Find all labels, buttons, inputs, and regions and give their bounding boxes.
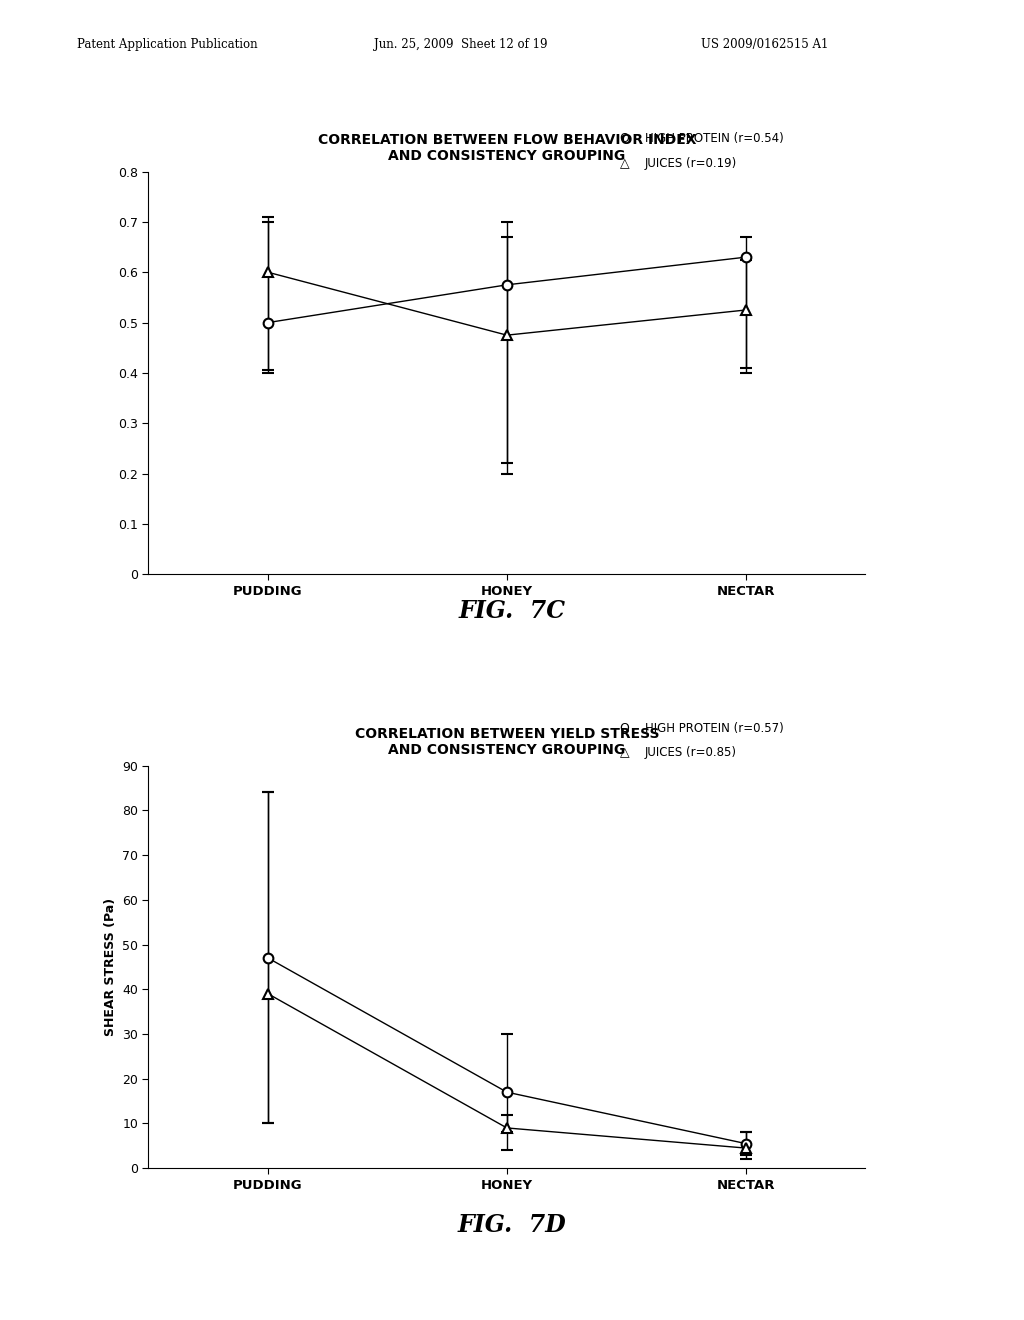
- Text: O: O: [620, 722, 630, 735]
- Text: JUICES (r=0.19): JUICES (r=0.19): [645, 157, 737, 170]
- Text: O: O: [620, 132, 630, 145]
- Text: HIGH PROTEIN (r=0.54): HIGH PROTEIN (r=0.54): [645, 132, 783, 145]
- Text: FIG.  7C: FIG. 7C: [459, 599, 565, 623]
- Text: HIGH PROTEIN (r=0.57): HIGH PROTEIN (r=0.57): [645, 722, 783, 735]
- Title: CORRELATION BETWEEN YIELD STRESS
AND CONSISTENCY GROUPING: CORRELATION BETWEEN YIELD STRESS AND CON…: [354, 727, 659, 758]
- Text: FIG.  7D: FIG. 7D: [458, 1213, 566, 1237]
- Title: CORRELATION BETWEEN FLOW BEHAVIOR INDEX
AND CONSISTENCY GROUPING: CORRELATION BETWEEN FLOW BEHAVIOR INDEX …: [317, 133, 696, 164]
- Text: △: △: [620, 157, 630, 170]
- Text: △: △: [620, 746, 630, 759]
- Y-axis label: SHEAR STRESS (Pa): SHEAR STRESS (Pa): [103, 898, 117, 1036]
- Text: US 2009/0162515 A1: US 2009/0162515 A1: [701, 38, 828, 51]
- Text: Patent Application Publication: Patent Application Publication: [77, 38, 257, 51]
- Text: Jun. 25, 2009  Sheet 12 of 19: Jun. 25, 2009 Sheet 12 of 19: [374, 38, 547, 51]
- Text: JUICES (r=0.85): JUICES (r=0.85): [645, 746, 737, 759]
